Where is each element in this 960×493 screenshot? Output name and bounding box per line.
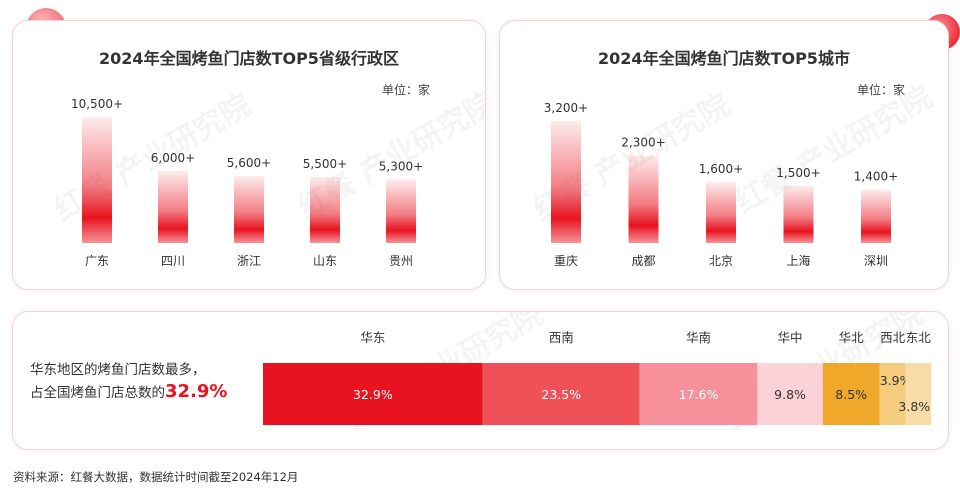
region-segment-6	[905, 363, 931, 425]
region-summary: 华东地区的烤鱼门店数最多， 占全国烤鱼门店总数的32.9%	[30, 359, 260, 404]
province-chart-title: 2024年全国烤鱼门店数TOP5省级行政区	[99, 49, 399, 68]
region-name-label-1: 西南	[549, 330, 574, 345]
province-bar-0	[82, 117, 112, 243]
region-pct-label-3: 9.8%	[774, 387, 806, 402]
province-bar-4	[386, 179, 416, 243]
city-category-label-4: 深圳	[864, 254, 888, 268]
region-pct-label-0: 32.9%	[353, 387, 393, 402]
region-name-label-3: 华中	[778, 330, 803, 345]
province-value-label-4: 5,300+	[379, 159, 423, 173]
region-segment-5	[879, 363, 906, 425]
province-bar-chart: 10,500+ 广东 6,000+ 四川 5,600+ 浙江 5,500+ 山东 5,300+ 贵…	[71, 97, 423, 268]
city-chart-title: 2024年全国烤鱼门店数TOP5城市	[598, 49, 850, 68]
city-chart-panel: 红餐 产业研究院 红餐 产业研究院 2024年全国烤鱼门店数TOP5城市 单位：…	[499, 20, 949, 290]
province-value-label-2: 5,600+	[227, 156, 271, 170]
city-chart-unit: 单位：家	[857, 83, 906, 97]
city-bar-1	[628, 155, 659, 243]
source-footnote: 资料来源：红餐大数据，数据统计时间截至2024年12月	[13, 470, 299, 484]
province-chart-unit: 单位：家	[382, 83, 431, 97]
province-value-label-1: 6,000+	[151, 151, 195, 165]
region-segment-4	[822, 363, 880, 425]
province-bar-3	[310, 177, 340, 243]
province-category-label-4: 贵州	[389, 254, 413, 268]
city-category-label-0: 重庆	[554, 254, 578, 268]
province-value-label-0: 10,500+	[71, 97, 123, 111]
city-category-label-3: 上海	[786, 253, 810, 268]
province-category-label-0: 广东	[85, 254, 109, 268]
city-value-label-3: 1,500+	[776, 166, 820, 180]
region-name-label-0: 华东	[360, 330, 385, 345]
city-category-label-2: 北京	[709, 254, 733, 268]
region-stacked-bar: 华东 32.9% 西南 23.5% 华南 17.6% 华中 9.8% 华北 8.5% 西北 3.9% 东…	[263, 330, 932, 425]
city-value-label-0: 3,200+	[544, 101, 588, 115]
region-segment-2	[639, 363, 758, 425]
city-value-label-2: 1,600+	[699, 162, 743, 176]
province-chart-panel: 红餐 产业研究院 红餐 产业研究院 2024年全国烤鱼门店数TOP5省级行政区 …	[12, 20, 486, 290]
region-name-label-5: 西北	[880, 330, 906, 345]
region-segment-3	[757, 363, 823, 425]
region-pct-label-5: 3.9%	[880, 373, 912, 388]
province-bar-1	[158, 171, 188, 243]
region-name-label-2: 华南	[686, 330, 711, 345]
city-bar-2	[706, 182, 736, 243]
region-pct-label-4: 8.5%	[835, 387, 867, 402]
region-segment-0	[263, 363, 483, 425]
province-category-label-3: 山东	[313, 254, 337, 268]
province-category-label-2: 浙江	[237, 254, 261, 268]
summary-text: 占全国烤鱼门店总数的	[30, 385, 165, 401]
summary-line-2: 占全国烤鱼门店总数的32.9%	[30, 381, 260, 404]
province-value-label-3: 5,500+	[303, 157, 347, 171]
city-bar-3	[783, 185, 814, 243]
region-name-label-4: 华北	[839, 330, 865, 345]
city-bar-0	[551, 121, 581, 243]
city-category-label-1: 成都	[631, 254, 655, 268]
region-pct-label-6: 3.8%	[898, 399, 930, 414]
region-name-label-6: 东北	[906, 330, 932, 345]
region-share-panel: 红餐 产业研究院 红餐 产业研究院 华东地区的烤鱼门店数最多， 占全国烤鱼门店总…	[12, 311, 949, 450]
city-bar-chart: 3,200+ 重庆 2,300+ 成都 1,600+ 北京 1,500+ 上海 1,400+ 深圳	[544, 101, 898, 268]
region-pct-label-2: 17.6%	[679, 387, 719, 402]
summary-highlight: 32.9%	[165, 381, 228, 402]
city-value-label-4: 1,400+	[854, 170, 898, 184]
region-pct-label-1: 23.5%	[541, 387, 581, 402]
summary-line-1: 华东地区的烤鱼门店数最多，	[30, 362, 206, 378]
city-bar-4	[861, 189, 891, 243]
province-category-label-1: 四川	[161, 254, 185, 268]
region-segment-1	[482, 363, 640, 425]
province-bar-2	[234, 175, 264, 243]
city-value-label-1: 2,300+	[621, 135, 665, 149]
